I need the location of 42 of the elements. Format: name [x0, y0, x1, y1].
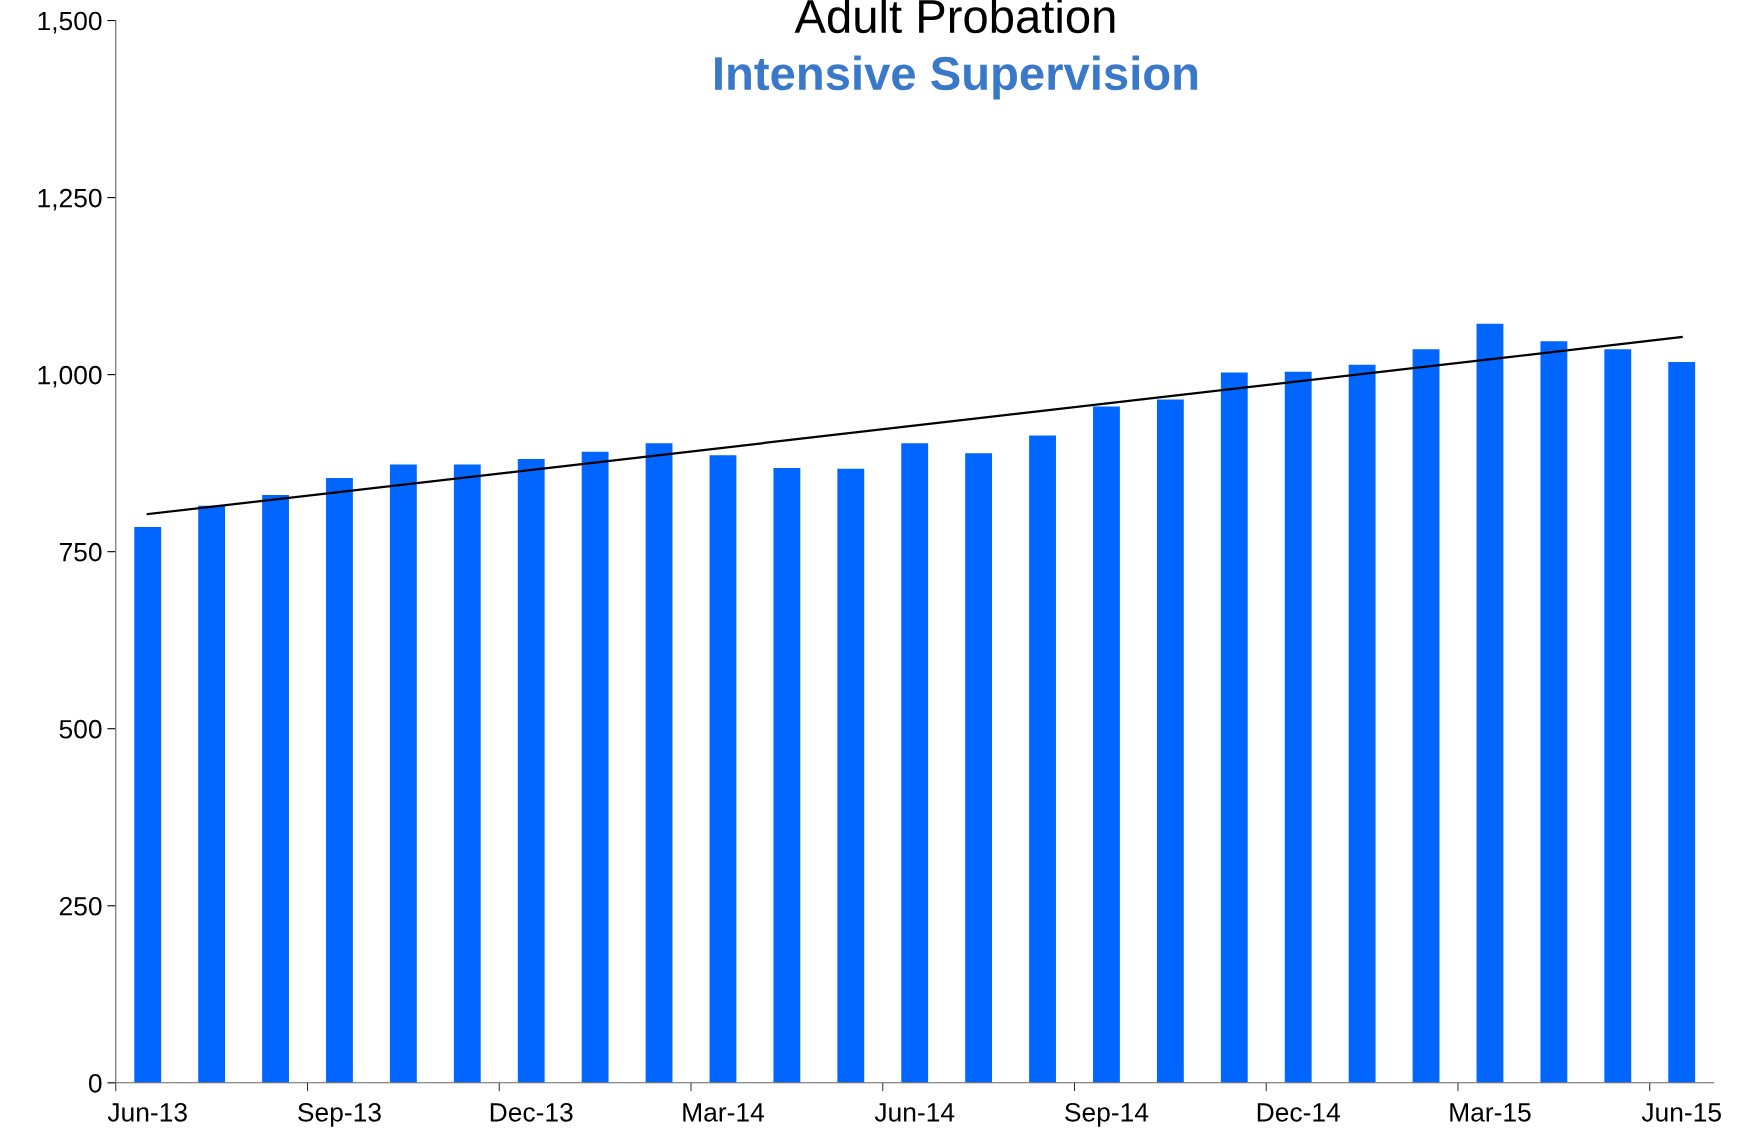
bar — [453, 464, 481, 1083]
bar — [581, 451, 609, 1083]
x-tick-label: Jun-15 — [1641, 1103, 1721, 1122]
bar — [1476, 323, 1504, 1083]
bar — [1668, 361, 1696, 1083]
y-tick-label: 250 — [59, 896, 102, 916]
bar — [1348, 364, 1376, 1083]
x-tick-label: Sep-13 — [298, 1102, 381, 1127]
y-tick-label: 500 — [59, 719, 102, 739]
bar — [198, 505, 226, 1083]
x-tick-label: Mar-14 — [683, 1103, 764, 1122]
bar — [1284, 371, 1312, 1083]
x-tick-label: Sep-14 — [1065, 1102, 1149, 1127]
bar — [262, 495, 289, 1083]
x-tick-label: Dec-13 — [490, 1102, 573, 1122]
x-tick-label: Jun-13 — [107, 1102, 187, 1122]
bar — [709, 455, 737, 1083]
bar — [901, 443, 929, 1083]
y-tick-label: 1,500 — [38, 11, 102, 34]
x-tick-label: Jun-14 — [874, 1103, 955, 1122]
text: Intensive Supervision — [715, 55, 1198, 100]
y-tick-label: 0 — [88, 1073, 102, 1093]
bar — [645, 443, 673, 1083]
bar — [1412, 349, 1440, 1083]
bar — [517, 458, 545, 1083]
y-tick-label: 1,250 — [38, 188, 102, 211]
x-tick-label: Dec-14 — [1257, 1103, 1340, 1122]
bar — [326, 478, 353, 1083]
y-tick-label: 1,000 — [38, 365, 102, 388]
bar — [837, 468, 865, 1083]
bar — [389, 464, 417, 1083]
bar — [1093, 406, 1120, 1083]
bar — [1156, 399, 1184, 1083]
x-tick-label: Mar-15 — [1450, 1103, 1531, 1122]
bar — [1220, 372, 1248, 1083]
bar — [1604, 349, 1632, 1083]
bar — [965, 453, 993, 1083]
bar — [1029, 435, 1056, 1083]
bar — [1540, 341, 1568, 1083]
bar — [773, 468, 801, 1083]
y-tick-label: 750 — [59, 542, 102, 562]
bar — [134, 526, 162, 1083]
